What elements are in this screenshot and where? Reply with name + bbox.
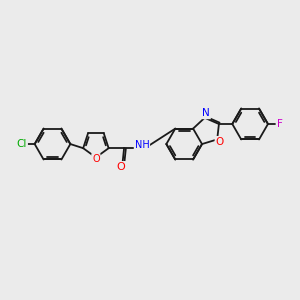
Text: N: N (202, 108, 210, 118)
Text: O: O (117, 162, 125, 172)
Text: NH: NH (134, 140, 149, 150)
Text: F: F (277, 119, 283, 129)
Text: Cl: Cl (17, 139, 27, 149)
Text: O: O (215, 137, 224, 147)
Text: O: O (92, 154, 100, 164)
